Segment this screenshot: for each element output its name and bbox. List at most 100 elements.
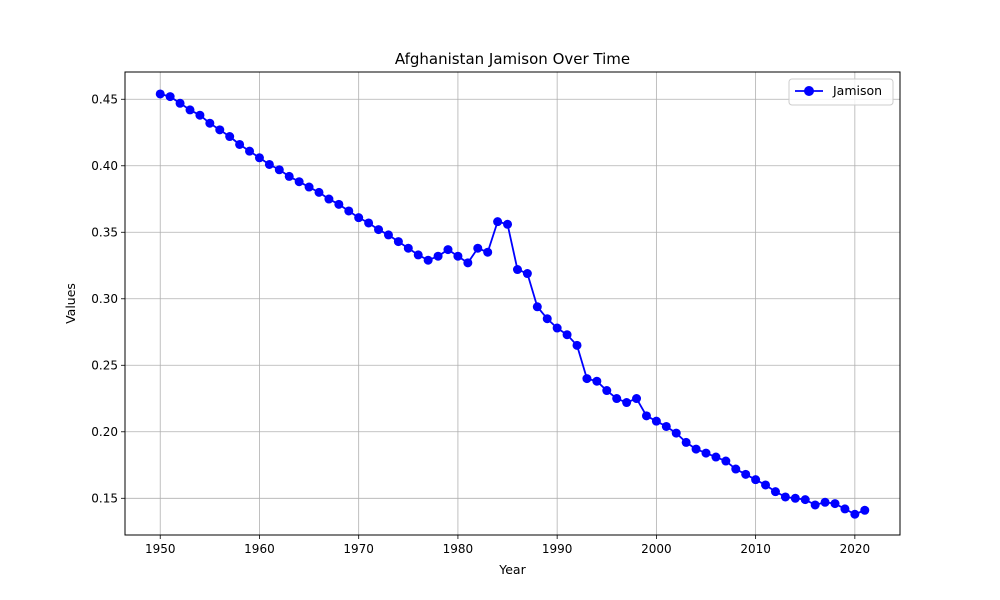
x-tick-label: 1980	[443, 542, 474, 556]
data-point	[790, 493, 800, 503]
x-tick-label: 1990	[542, 542, 573, 556]
data-point	[632, 394, 642, 404]
data-point	[284, 171, 294, 181]
data-point	[245, 146, 255, 156]
data-point	[304, 182, 314, 192]
data-point	[582, 374, 592, 384]
data-point	[840, 504, 850, 514]
data-point	[731, 464, 741, 474]
data-point	[413, 250, 423, 260]
data-point	[503, 219, 513, 229]
data-point	[562, 330, 572, 340]
data-point	[195, 110, 205, 120]
data-point	[165, 92, 175, 102]
data-point	[770, 487, 780, 497]
legend-box	[788, 78, 894, 106]
data-point	[364, 218, 374, 228]
data-point	[463, 258, 473, 268]
data-point	[483, 247, 493, 257]
y-tick-label: 0.30	[91, 292, 118, 306]
chart-title: Afghanistan Jamison Over Time	[395, 50, 630, 68]
data-point	[810, 500, 820, 510]
data-point	[602, 386, 612, 396]
data-point	[572, 340, 582, 350]
data-point	[215, 125, 225, 135]
data-point	[334, 199, 344, 209]
y-tick-label: 0.20	[91, 425, 118, 439]
data-point	[830, 499, 840, 509]
data-point	[661, 421, 671, 431]
data-point	[274, 165, 284, 175]
y-axis-label: Values	[63, 283, 78, 324]
data-point	[235, 139, 245, 149]
data-point	[294, 177, 304, 187]
data-point	[532, 302, 542, 312]
data-point	[374, 225, 384, 235]
legend: Jamison	[788, 78, 894, 106]
data-point	[761, 480, 771, 490]
data-point	[314, 187, 324, 197]
data-point	[681, 437, 691, 447]
data-point	[403, 243, 413, 253]
data-point	[205, 118, 215, 128]
data-point	[622, 398, 632, 408]
grid	[125, 72, 900, 535]
data-point	[651, 416, 661, 426]
data-point	[512, 265, 522, 275]
data-point	[850, 509, 860, 519]
data-point	[443, 245, 453, 255]
x-tick-label: 1950	[145, 542, 176, 556]
data-point	[721, 456, 731, 466]
data-point	[820, 497, 830, 507]
data-point	[641, 411, 651, 421]
data-point	[741, 469, 751, 479]
data-point	[522, 269, 532, 279]
data-point	[185, 105, 195, 115]
data-point	[701, 448, 711, 458]
y-tick-label: 0.25	[91, 358, 118, 372]
data-point	[433, 251, 443, 261]
data-point	[254, 153, 264, 163]
data-point	[552, 323, 562, 333]
data-point	[542, 314, 552, 324]
x-axis-label: Year	[498, 562, 526, 577]
legend-marker-sample	[804, 86, 814, 96]
plot-frame	[124, 71, 901, 536]
data-point	[175, 98, 185, 108]
data-point	[860, 505, 870, 515]
data-point	[423, 255, 433, 265]
y-tick-label: 0.40	[91, 159, 118, 173]
data-point	[453, 251, 463, 261]
data-point	[592, 376, 602, 386]
data-point	[780, 492, 790, 502]
data-point	[612, 394, 622, 404]
y-tick-label: 0.45	[91, 92, 118, 106]
data-point	[691, 444, 701, 454]
data-point	[264, 159, 274, 169]
data-point	[344, 206, 354, 216]
x-tick-label: 1960	[244, 542, 275, 556]
data-point	[225, 132, 235, 142]
x-tick-label: 2010	[740, 542, 771, 556]
y-tick-label: 0.15	[91, 491, 118, 505]
data-point	[155, 89, 165, 99]
x-tick-label: 2020	[840, 542, 871, 556]
data-point	[473, 243, 483, 253]
x-tick-label: 1970	[343, 542, 374, 556]
series-layer	[155, 89, 870, 519]
data-point	[711, 452, 721, 462]
data-point	[354, 213, 364, 223]
data-point	[751, 475, 761, 485]
y-axis: 0.15 0.20 0.25 0.30 0.35 0.40 0.45	[91, 92, 125, 505]
data-point	[324, 194, 334, 204]
data-point	[671, 428, 681, 438]
data-point	[383, 230, 393, 240]
y-tick-label: 0.35	[91, 225, 118, 239]
x-axis: 1950 1960 1970 1980 1990 2000 2010 2020	[145, 535, 870, 556]
x-tick-label: 2000	[641, 542, 672, 556]
data-point	[800, 495, 810, 505]
data-point	[393, 237, 403, 247]
legend-label: Jamison	[832, 83, 882, 98]
data-point	[493, 217, 503, 227]
